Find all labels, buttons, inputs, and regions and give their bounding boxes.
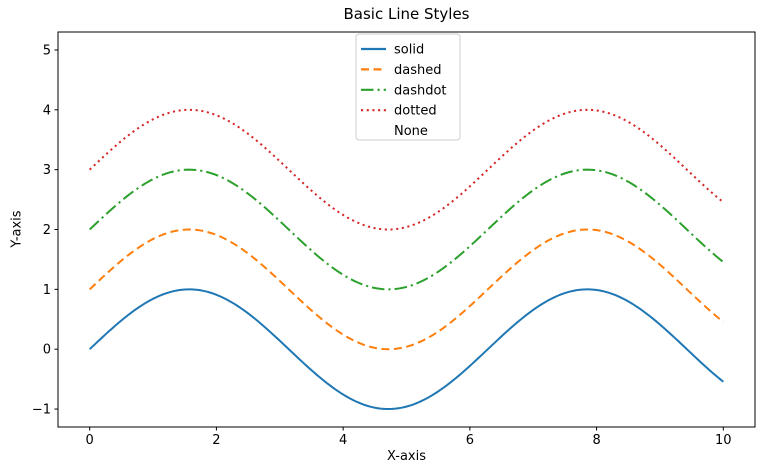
legend-label-dashed: dashed	[394, 63, 441, 78]
legend-label-dotted: dotted	[394, 104, 437, 119]
x-tick-label: 2	[212, 433, 220, 448]
x-tick-label: 8	[592, 433, 600, 448]
y-tick-label: 1	[43, 283, 51, 298]
series-dashdot-line	[88, 168, 724, 291]
x-tick-label: 4	[339, 433, 347, 448]
y-tick-label: −1	[32, 403, 51, 418]
y-tick-label: 3	[43, 163, 51, 178]
y-axis-label: Y-axis	[9, 210, 25, 248]
series-dashed-line	[88, 228, 724, 351]
legend-label-None: None	[394, 124, 428, 139]
chart-title: Basic Line Styles	[343, 5, 470, 23]
y-tick-label: 4	[43, 103, 51, 118]
legend-box	[355, 33, 461, 141]
y-tick-label: 5	[43, 43, 51, 58]
y-tick-label: 0	[43, 343, 51, 358]
series-solid-line	[88, 288, 724, 411]
x-tick-label: 6	[466, 433, 474, 448]
legend-label-dashdot: dashdot	[394, 83, 447, 98]
x-tick-label: 0	[86, 433, 94, 448]
legend-label-solid: solid	[394, 43, 424, 58]
y-tick-label: 2	[43, 223, 51, 238]
x-tick-label: 10	[715, 433, 732, 448]
x-axis-label: X-axis	[387, 449, 426, 464]
